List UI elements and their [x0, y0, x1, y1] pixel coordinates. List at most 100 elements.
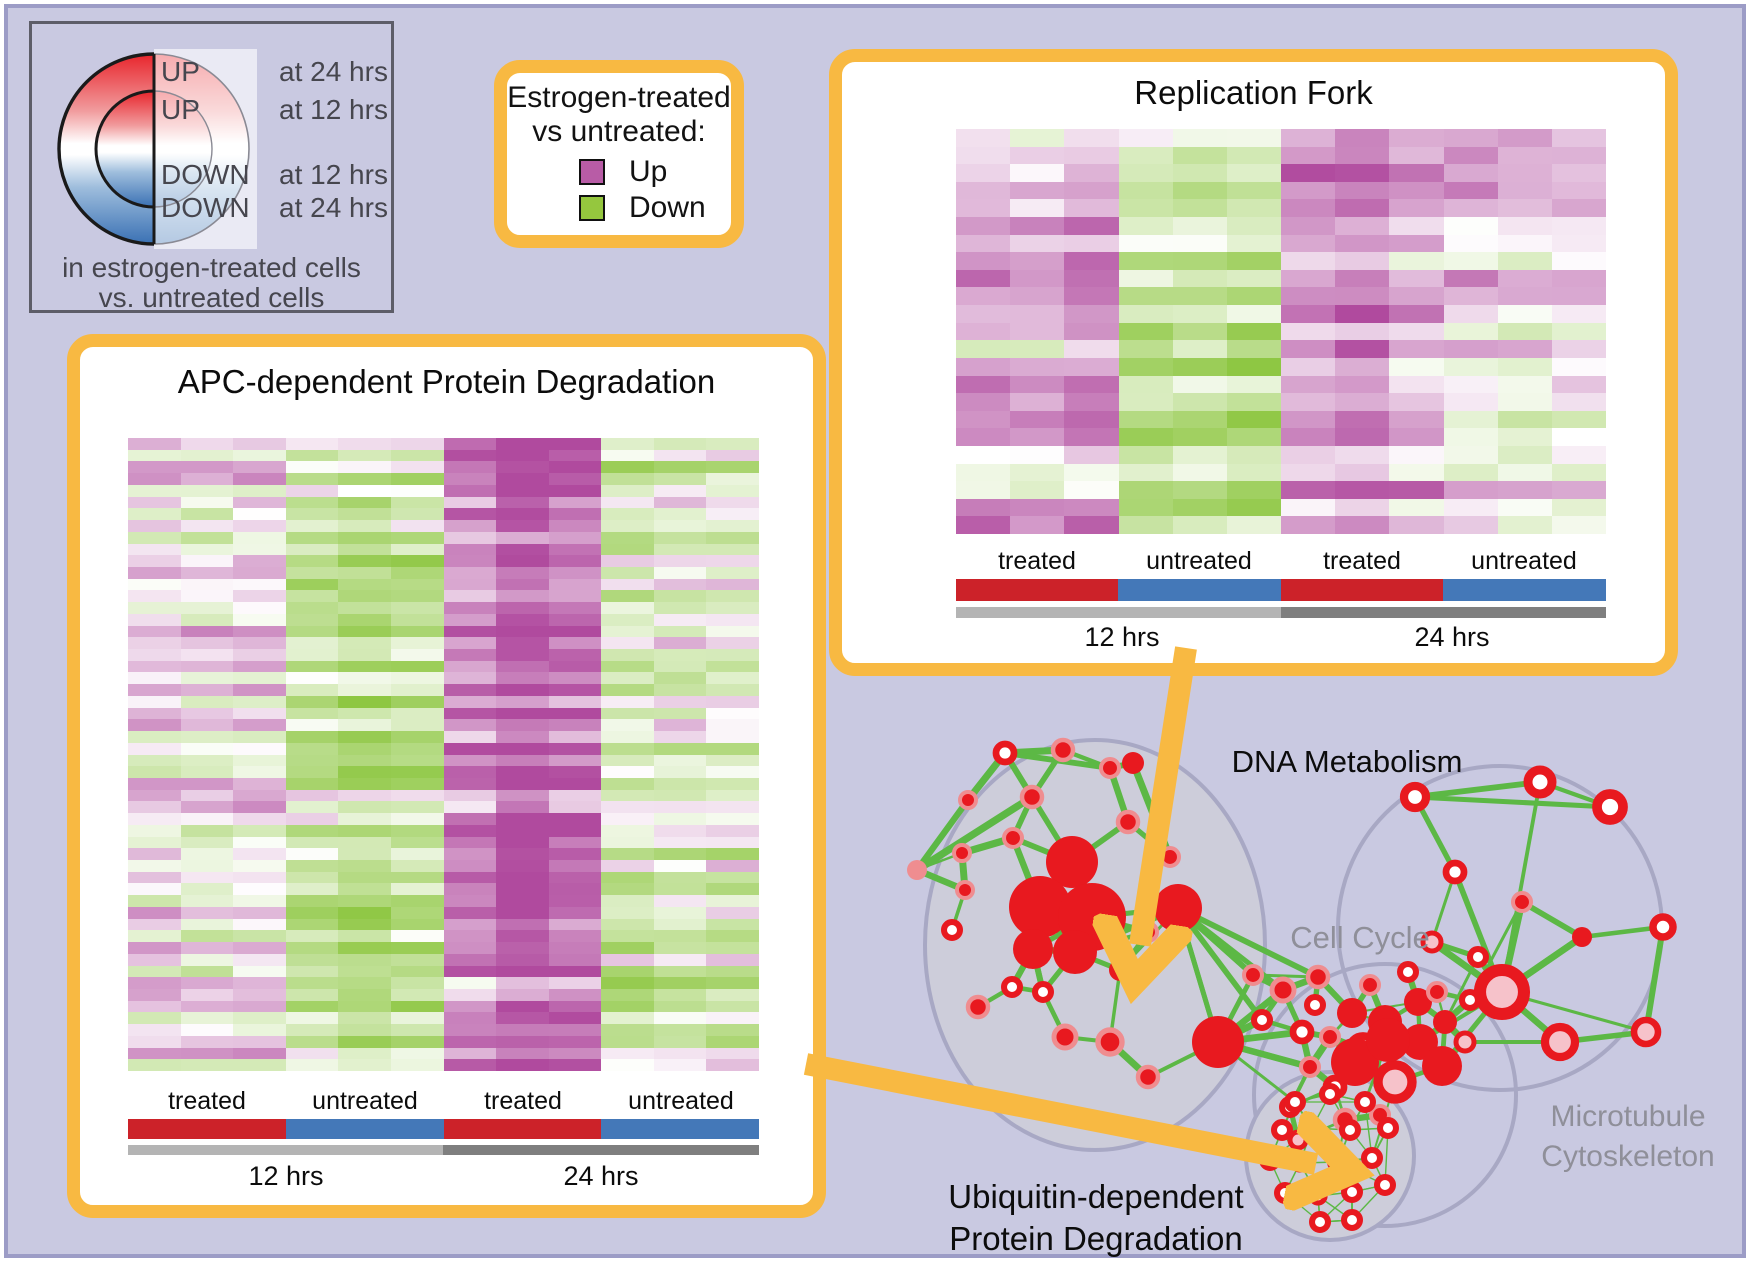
heatmap-cell	[181, 614, 233, 626]
heatmap-cell	[128, 438, 181, 450]
heatmap-cell	[1281, 464, 1335, 481]
heatmap-cell	[338, 989, 391, 1001]
heatmap-cell	[391, 919, 444, 930]
heatmap-cell	[1173, 147, 1227, 164]
heatmap-cell	[1389, 393, 1444, 411]
heatmap-cell	[1227, 411, 1281, 428]
heatmap-cell	[601, 637, 654, 649]
heatmap-cell	[1335, 147, 1389, 164]
heatmap-cell	[128, 766, 181, 778]
heatmap-cell	[1498, 464, 1552, 481]
heatmap-cell	[1010, 305, 1064, 323]
heatmap-cell	[1389, 481, 1444, 499]
heatmap-cell	[391, 1059, 444, 1071]
heatmap-cell	[1010, 393, 1064, 411]
heatmap-cell	[549, 1059, 601, 1071]
apc-time-label-24: 24 hrs	[563, 1161, 639, 1191]
untreated-bar	[286, 1119, 444, 1139]
heatmap-cell	[654, 602, 706, 614]
heatmap-cell	[601, 966, 654, 977]
heatmap-cell	[1119, 393, 1173, 411]
heatmap-cell	[128, 1059, 181, 1071]
heatmap-cell	[233, 637, 286, 649]
heatmap-cell	[706, 790, 759, 801]
heatmap-cell	[286, 438, 338, 450]
heatmap-cell	[1281, 499, 1335, 516]
heatmap-cell	[1498, 147, 1552, 164]
heatmap-cell	[549, 872, 601, 883]
heatmap-cell	[233, 1048, 286, 1059]
heatmap-cell	[1010, 446, 1064, 464]
heatmap-cell	[549, 778, 601, 790]
heatmap-cell	[1335, 340, 1389, 358]
heatmap-cell	[1064, 393, 1119, 411]
heatmap-cell	[1010, 147, 1064, 164]
heatmap-cell	[128, 942, 181, 954]
heatmap-cell	[1498, 182, 1552, 199]
heatmap-cell	[549, 743, 601, 755]
heatmap-cell	[233, 813, 286, 825]
heatmap-cell	[391, 895, 444, 907]
heatmap-cell	[1227, 376, 1281, 393]
heatmap-cell	[1335, 235, 1389, 252]
heatmap-cell	[233, 1059, 286, 1071]
heatmap-cell	[128, 989, 181, 1001]
heatmap-cell	[1119, 252, 1173, 270]
heatmap-cell	[128, 1001, 181, 1012]
heatmap-cell	[549, 895, 601, 907]
heatmap-cell	[1444, 323, 1498, 340]
heatmap-cell	[654, 579, 706, 590]
heatmap-cell	[706, 626, 759, 637]
heatmap-cell	[1389, 147, 1444, 164]
heatmap-cell	[444, 801, 496, 813]
rf-panel-content: Replication Fork treated untreated treat…	[842, 62, 1665, 663]
heatmap-cell	[181, 1024, 233, 1036]
heatmap-cell	[128, 544, 181, 555]
heatmap-cell	[286, 942, 338, 954]
heatmap-cell	[1173, 129, 1227, 147]
heatmap-cell	[338, 461, 391, 473]
heatmap-cell	[496, 497, 549, 508]
heatmap-cell	[549, 602, 601, 614]
heatmap-cell	[286, 473, 338, 485]
heatmap-cell	[1119, 446, 1173, 464]
heatmap-cell	[286, 1048, 338, 1059]
heatmap-cell	[391, 966, 444, 977]
heatmap-cell	[286, 626, 338, 637]
heatmap-cell	[1498, 164, 1552, 182]
heatmap-cell	[1389, 252, 1444, 270]
rf-time-label-24: 24 hrs	[1414, 622, 1490, 652]
heatmap-cell	[1389, 358, 1444, 376]
heatmap-cell	[181, 637, 233, 649]
heatmap-cell	[181, 708, 233, 719]
heatmap-cell	[338, 837, 391, 848]
heatmap-cell	[496, 508, 549, 520]
heatmap-cell	[128, 672, 181, 684]
heatmap-cell	[444, 590, 496, 602]
heatmap-cell	[1227, 287, 1281, 305]
heatmap-cell	[601, 813, 654, 825]
heatmap-cell	[338, 544, 391, 555]
heatmap-cell	[496, 1024, 549, 1036]
apc-group-label: untreated	[628, 1087, 734, 1115]
heatmap-cell	[1498, 129, 1552, 147]
heatmap-cell	[391, 520, 444, 532]
heatmap-cell	[956, 129, 1010, 147]
heatmap-cell	[601, 1048, 654, 1059]
heatmap-cell	[496, 567, 549, 579]
heatmap-cell	[1010, 287, 1064, 305]
heatmap-cell	[549, 954, 601, 966]
heatmap-cell	[391, 801, 444, 813]
heatmap-cell	[233, 614, 286, 626]
heatmap-cell	[496, 755, 549, 766]
heatmap-cell	[1552, 393, 1606, 411]
heatmap-cell	[1119, 270, 1173, 287]
heatmap-cell	[1227, 217, 1281, 235]
heatmap-cell	[706, 954, 759, 966]
heatmap-cell	[549, 825, 601, 837]
heatmap-cell	[1444, 376, 1498, 393]
heatmap-cell	[181, 860, 233, 872]
heatmap-cell	[286, 1024, 338, 1036]
heatmap-cell	[444, 825, 496, 837]
